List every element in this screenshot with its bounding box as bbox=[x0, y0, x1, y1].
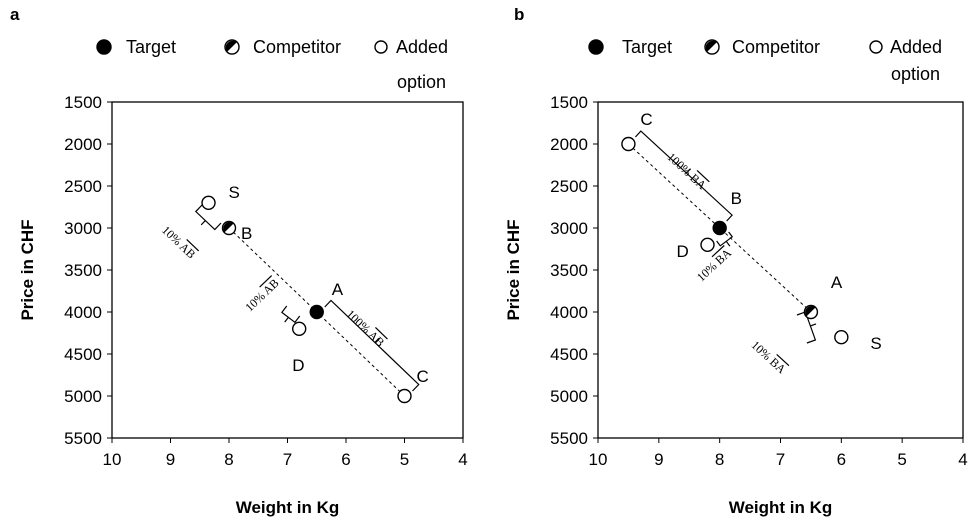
point-s bbox=[201, 195, 216, 211]
legend-marker-competitor bbox=[224, 39, 240, 55]
plot-frame bbox=[597, 101, 964, 439]
bracket-10-b bbox=[194, 204, 222, 231]
point-label: A bbox=[831, 273, 843, 292]
legend-label: Target bbox=[126, 37, 176, 57]
y-tick-label: 2500 bbox=[64, 177, 102, 196]
x-tick-label: 9 bbox=[166, 450, 175, 469]
point-s bbox=[834, 330, 849, 345]
point-label: A bbox=[332, 280, 344, 299]
y-axis-title: Price in CHF bbox=[18, 219, 37, 320]
point-label: B bbox=[731, 189, 742, 208]
legend-marker-target bbox=[96, 39, 112, 55]
plot-frame bbox=[111, 101, 464, 439]
bracket-10-b bbox=[716, 231, 734, 247]
y-tick-label: 2000 bbox=[550, 135, 588, 154]
point-c bbox=[397, 388, 412, 404]
bracket-10-a bbox=[281, 305, 301, 324]
marker-half-fill bbox=[705, 40, 717, 52]
x-tick-label: 4 bbox=[458, 450, 467, 469]
legend-marker-added bbox=[869, 40, 883, 54]
x-tick-label: 10 bbox=[103, 450, 122, 469]
x-tick-label: 7 bbox=[283, 450, 292, 469]
x-tick-label: 7 bbox=[776, 450, 785, 469]
point-label: B bbox=[241, 224, 252, 243]
y-tick-label: 3500 bbox=[550, 261, 588, 280]
legend-label: Target bbox=[622, 37, 672, 57]
y-tick-label: 1500 bbox=[550, 93, 588, 112]
point-a bbox=[309, 304, 324, 320]
x-tick-label: 9 bbox=[654, 450, 663, 469]
point-b bbox=[221, 220, 237, 236]
annotation-100: 100% BA bbox=[664, 150, 709, 193]
legend-label: Added bbox=[890, 37, 942, 57]
x-tick-label: 8 bbox=[715, 450, 724, 469]
marker-half-fill bbox=[223, 222, 234, 233]
x-tick-label: 6 bbox=[341, 450, 350, 469]
y-tick-label: 1500 bbox=[64, 93, 102, 112]
legend-marker-target bbox=[588, 39, 604, 55]
x-tick-label: 4 bbox=[958, 450, 967, 469]
y-tick-label: 2500 bbox=[550, 177, 588, 196]
y-tick-label: 4500 bbox=[550, 345, 588, 364]
x-axis-title: Weight in Kg bbox=[729, 498, 833, 517]
point-c bbox=[621, 136, 636, 152]
point-a bbox=[803, 304, 819, 320]
point-label: D bbox=[677, 242, 689, 261]
y-tick-label: 3000 bbox=[550, 219, 588, 238]
annotation-10-b: 10% AB bbox=[159, 223, 198, 261]
dashed-connector bbox=[628, 143, 812, 313]
y-tick-label: 4000 bbox=[550, 303, 588, 322]
point-label: S bbox=[229, 183, 240, 202]
x-tick-label: 10 bbox=[589, 450, 608, 469]
point-label: D bbox=[292, 356, 304, 375]
point-label: C bbox=[417, 367, 429, 386]
point-label: C bbox=[640, 110, 652, 129]
legend-label: Competitor bbox=[253, 37, 341, 57]
annotation-10-a: 10% AB bbox=[242, 276, 281, 314]
y-tick-label: 2000 bbox=[64, 135, 102, 154]
marker-half-fill bbox=[225, 40, 237, 52]
y-tick-label: 5000 bbox=[64, 387, 102, 406]
point-d bbox=[292, 321, 307, 336]
x-tick-label: 5 bbox=[897, 450, 906, 469]
panel-letter: b bbox=[514, 5, 524, 24]
legend-text-line2: option bbox=[397, 72, 446, 92]
point-d bbox=[700, 237, 715, 253]
x-tick-label: 5 bbox=[400, 450, 409, 469]
legend-marker-competitor bbox=[704, 39, 720, 55]
point-label: S bbox=[870, 334, 881, 353]
y-tick-label: 5000 bbox=[550, 387, 588, 406]
y-tick-label: 3000 bbox=[64, 219, 102, 238]
marker-half-fill bbox=[805, 306, 816, 317]
y-tick-label: 3500 bbox=[64, 261, 102, 280]
legend-label: Competitor bbox=[732, 37, 820, 57]
x-axis-title: Weight in Kg bbox=[236, 498, 340, 517]
annotation-10-a: 10% BA bbox=[749, 338, 789, 377]
point-b bbox=[712, 220, 727, 236]
legend-text-line2: option bbox=[891, 64, 940, 84]
legend-label: Added bbox=[396, 37, 448, 57]
annotation-100: 100% AB bbox=[344, 307, 388, 350]
y-tick-label: 4000 bbox=[64, 303, 102, 322]
x-tick-label: 8 bbox=[224, 450, 233, 469]
bracket-100 bbox=[324, 299, 420, 392]
x-tick-label: 6 bbox=[837, 450, 846, 469]
bracket-100 bbox=[634, 130, 733, 222]
y-tick-label: 5500 bbox=[550, 429, 588, 448]
annotation-10-b: 10% BA bbox=[694, 246, 734, 285]
legend-marker-added bbox=[374, 40, 388, 54]
y-tick-label: 4500 bbox=[64, 345, 102, 364]
panel-letter: a bbox=[10, 5, 20, 24]
y-axis-title: Price in CHF bbox=[504, 219, 523, 320]
y-tick-label: 5500 bbox=[64, 429, 102, 448]
bracket-10-a bbox=[796, 311, 817, 344]
